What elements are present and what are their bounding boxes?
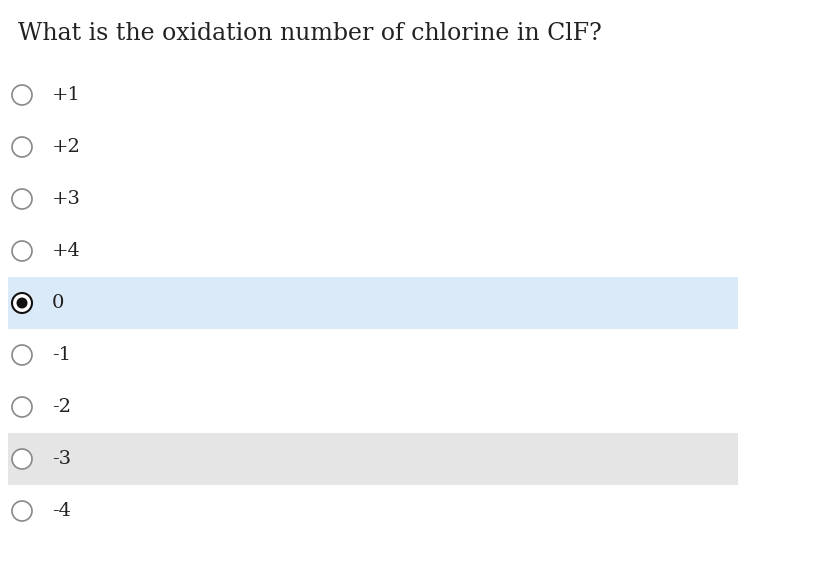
Text: +1: +1 bbox=[52, 86, 81, 104]
Text: 0: 0 bbox=[52, 294, 64, 312]
Text: -3: -3 bbox=[52, 450, 71, 468]
Text: +4: +4 bbox=[52, 242, 81, 260]
Circle shape bbox=[12, 449, 32, 469]
Text: +3: +3 bbox=[52, 190, 81, 208]
Circle shape bbox=[12, 189, 32, 209]
Circle shape bbox=[12, 241, 32, 261]
Circle shape bbox=[12, 137, 32, 157]
Text: -1: -1 bbox=[52, 346, 71, 364]
FancyBboxPatch shape bbox=[8, 433, 738, 485]
Circle shape bbox=[12, 397, 32, 417]
Text: What is the oxidation number of chlorine in ClF?: What is the oxidation number of chlorine… bbox=[18, 22, 601, 45]
Text: -4: -4 bbox=[52, 502, 71, 520]
Circle shape bbox=[12, 345, 32, 365]
FancyBboxPatch shape bbox=[8, 277, 738, 329]
Circle shape bbox=[12, 293, 32, 313]
Circle shape bbox=[12, 501, 32, 521]
Circle shape bbox=[16, 297, 28, 308]
Circle shape bbox=[12, 85, 32, 105]
Text: -2: -2 bbox=[52, 398, 71, 416]
Text: +2: +2 bbox=[52, 138, 81, 156]
